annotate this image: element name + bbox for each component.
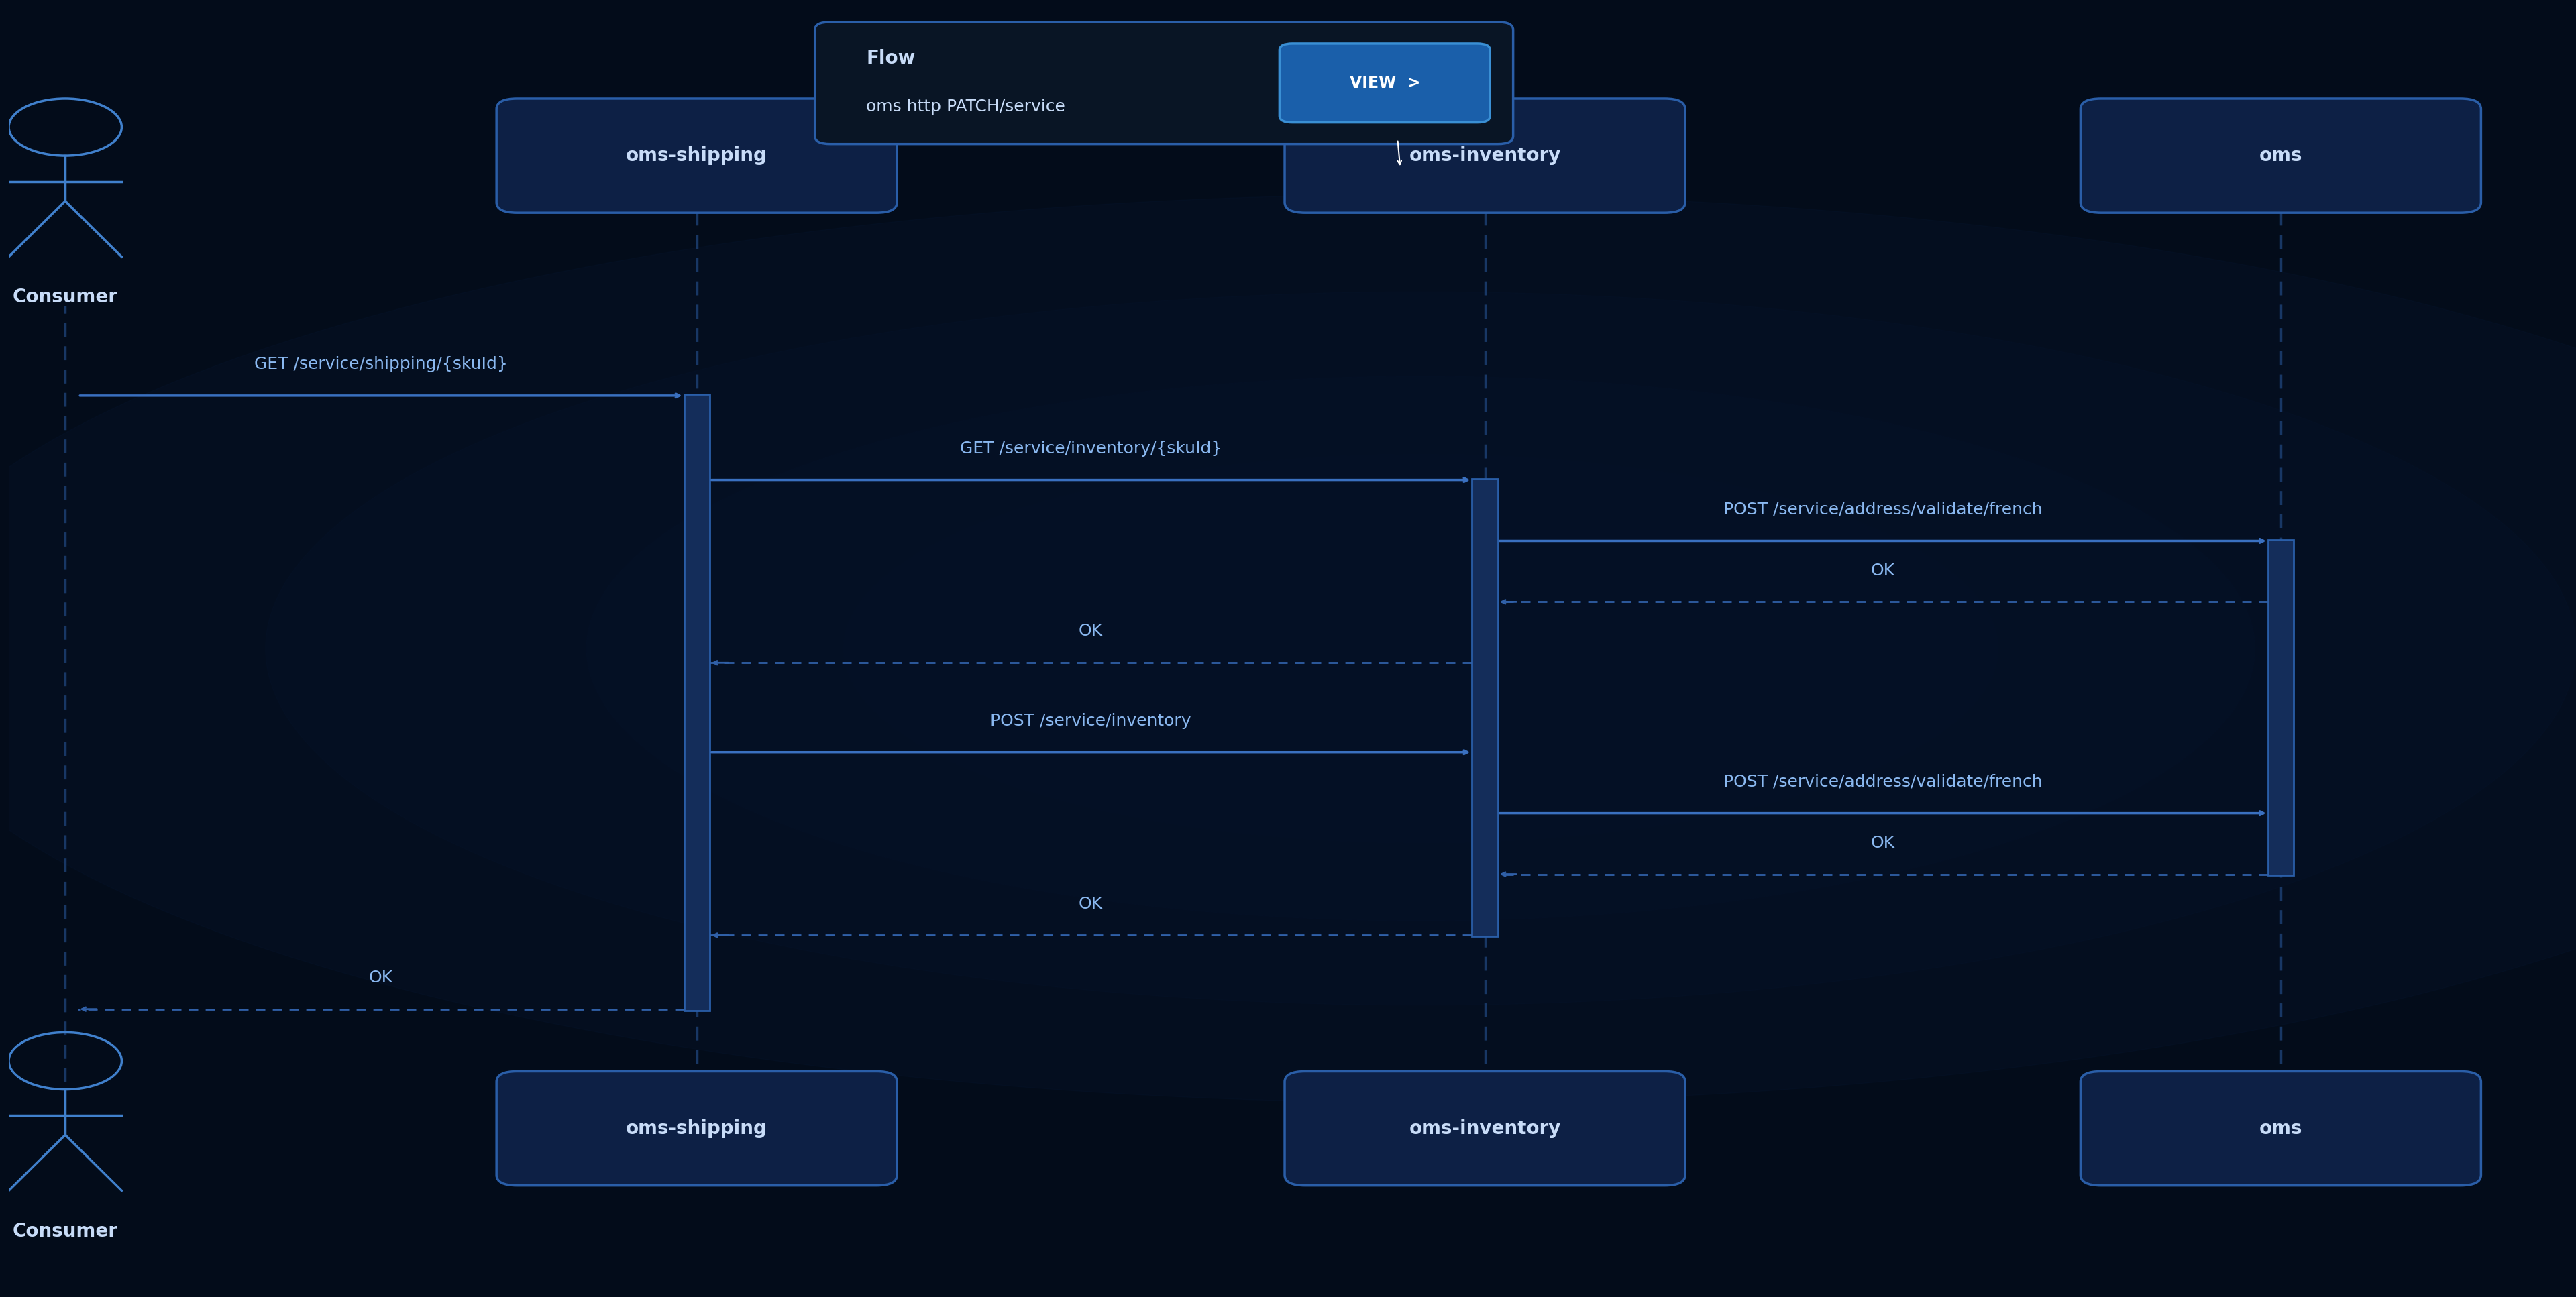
FancyBboxPatch shape	[814, 22, 1512, 144]
Text: oms http PATCH/service: oms http PATCH/service	[866, 99, 1066, 114]
Text: POST /service/address/validate/french: POST /service/address/validate/french	[1723, 774, 2043, 790]
Ellipse shape	[587, 376, 2254, 921]
Text: oms-inventory: oms-inventory	[1409, 1119, 1561, 1137]
Text: Consumer: Consumer	[13, 288, 118, 306]
Text: oms: oms	[2259, 147, 2303, 165]
FancyBboxPatch shape	[1280, 44, 1489, 122]
Text: OK: OK	[1079, 896, 1103, 912]
Text: GET /service/inventory/{skuId}: GET /service/inventory/{skuId}	[961, 441, 1221, 457]
Text: VIEW  >: VIEW >	[1350, 75, 1419, 91]
Text: oms: oms	[2259, 1119, 2303, 1137]
FancyBboxPatch shape	[1285, 99, 1685, 213]
Text: oms-inventory: oms-inventory	[1409, 147, 1561, 165]
FancyBboxPatch shape	[2081, 1071, 2481, 1185]
Text: Flow: Flow	[866, 49, 914, 67]
Text: oms-shipping: oms-shipping	[626, 1119, 768, 1137]
FancyBboxPatch shape	[1471, 479, 1497, 936]
FancyBboxPatch shape	[685, 394, 708, 1010]
FancyBboxPatch shape	[2267, 540, 2293, 875]
Ellipse shape	[265, 292, 2576, 1005]
FancyBboxPatch shape	[2081, 99, 2481, 213]
Text: OK: OK	[1870, 563, 1896, 578]
Text: Consumer: Consumer	[13, 1222, 118, 1240]
FancyBboxPatch shape	[497, 99, 896, 213]
Ellipse shape	[0, 195, 2576, 1102]
Text: OK: OK	[1079, 624, 1103, 639]
FancyBboxPatch shape	[1285, 1071, 1685, 1185]
Text: OK: OK	[368, 970, 394, 986]
Text: oms-shipping: oms-shipping	[626, 147, 768, 165]
Text: GET /service/shipping/{skuId}: GET /service/shipping/{skuId}	[255, 357, 507, 372]
FancyBboxPatch shape	[497, 1071, 896, 1185]
Text: OK: OK	[1870, 835, 1896, 851]
Text: POST /service/inventory: POST /service/inventory	[989, 713, 1190, 729]
Text: POST /service/address/validate/french: POST /service/address/validate/french	[1723, 502, 2043, 518]
